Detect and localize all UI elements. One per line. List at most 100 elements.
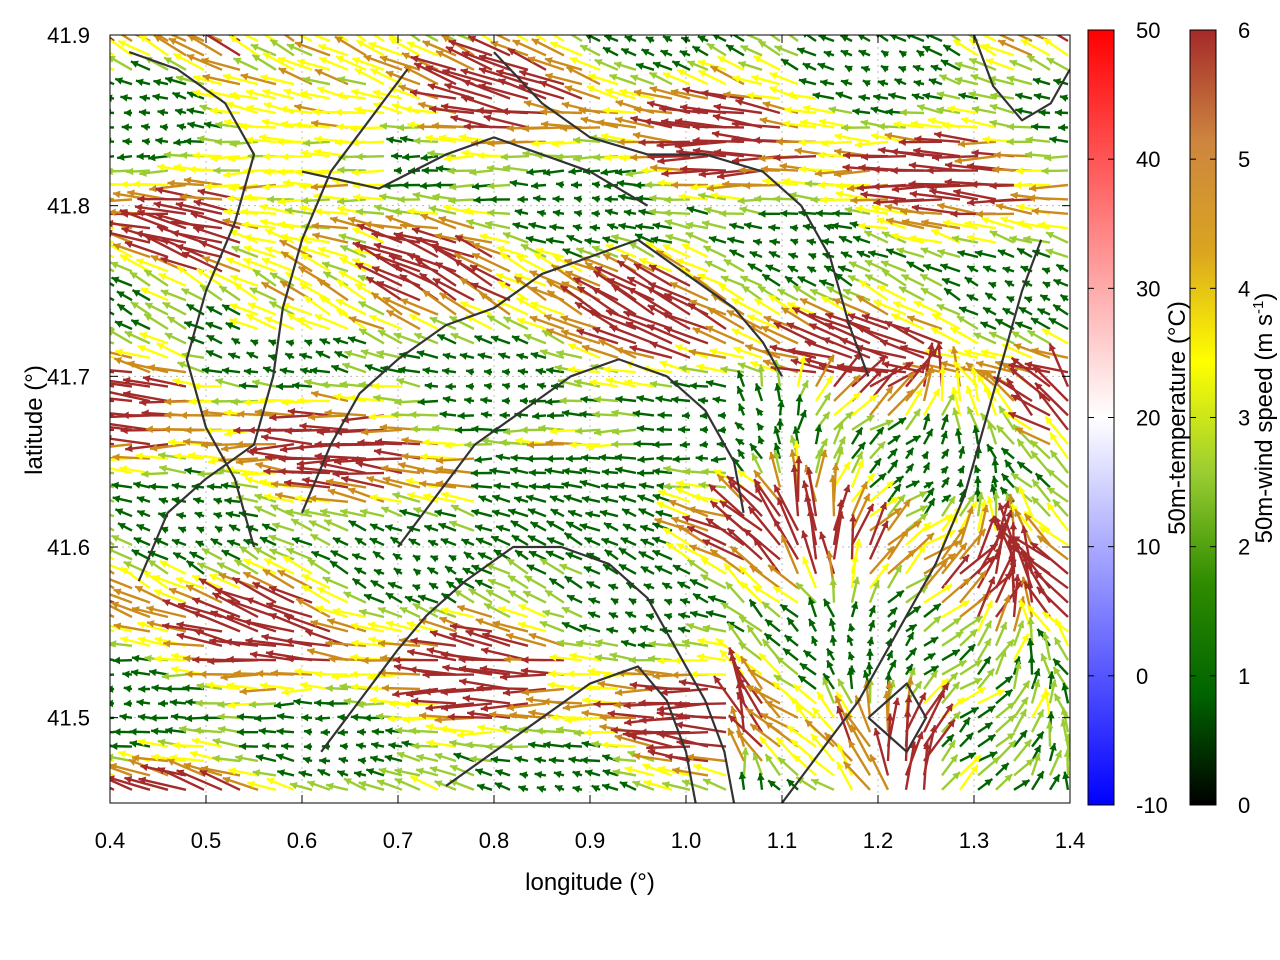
wind-vector-head [705,610,714,618]
wind-vector-head [392,690,400,698]
wind-vector-head [588,597,597,605]
wind-vector-head [829,578,838,586]
wind-vector-head [167,23,175,30]
wind-vector-head [246,314,255,322]
wind-vector [110,310,115,316]
wind-vector-head [710,192,719,200]
wind-vector [231,576,277,604]
wind-vector-head [954,24,962,31]
wind-vector-head [980,321,989,329]
wind-vector-head [285,508,294,517]
wind-vector-head [244,193,252,202]
wind-vector-head [171,652,179,661]
wind-vector-head [743,222,752,230]
wind-vector-head [266,195,274,204]
wind-vector [110,222,151,230]
wind-vector-head [162,622,170,631]
wind-vector-head [339,682,347,691]
wind-vector [713,104,763,115]
wind-vector-head [141,137,150,146]
wind-vector-head [648,282,657,290]
wind-vector-head [1018,307,1027,315]
wind-vector-head [496,69,505,77]
wind-vector-head [322,261,330,269]
wind-vector-head [969,57,978,66]
wind-vector-head [893,120,901,129]
wind-vector-head [526,564,535,572]
wind-vector-head [786,91,794,99]
wind-vector-head [789,224,798,232]
wind-vector-head [158,497,167,505]
wind-vector [393,232,439,259]
wind-vector-head [601,468,610,476]
wind-vector-head [681,243,690,251]
wind-vector-head [644,181,652,189]
wind-vector-head [1015,321,1024,329]
wind-vector-head [629,344,638,353]
wind-vector-head [630,74,639,82]
wind-vector-head [696,653,705,661]
wind-vector-head [418,594,426,602]
wind-vector-head [802,63,811,70]
wind-vector-head [999,622,1007,631]
wind-vector-head [908,667,916,676]
wind-vector-head [300,367,308,375]
wind-vector-head [94,587,102,594]
wind-vector-head [758,26,766,33]
wind-vector [1007,363,1051,374]
wind-vector-head [537,209,545,218]
wind-vector-head [732,75,741,83]
wind-vector-head [283,88,292,96]
wind-vector-head [402,153,410,161]
wind-vector-head [520,426,528,434]
wind-vector-head [1024,581,1032,590]
wind-vector-head [544,57,553,65]
wind-vector-head [885,650,893,659]
wind-vector-head [926,533,934,541]
wind-vector-head [342,362,351,370]
wind-vector-head [1000,216,1009,224]
wind-vector-head [152,93,161,101]
wind-vector-head [763,359,771,367]
wind-vector-head [762,177,770,186]
wind-vector-head [683,467,691,476]
wind-vector-head [981,216,990,225]
wind-vector-head [193,225,202,234]
wind-vector-head [503,427,511,436]
wind-vector-head [575,302,584,310]
wind-vector-head [936,106,945,114]
wind-vector [443,35,457,43]
wind-vector-head [171,229,180,238]
wind-vector-head [335,91,344,100]
wind-vector-head [880,339,889,347]
wind-vector-head [620,254,629,262]
wind-vector-head [639,257,647,266]
wind-vector-head [704,260,713,268]
wind-vector-head [150,255,159,263]
wind-vector-head [975,210,983,218]
wind-vector-head [898,138,906,146]
wind-vector-head [605,88,614,96]
wind-vector-head [221,366,230,375]
wind-vector-head [545,439,553,447]
wind-vector-head [671,671,679,679]
wind-vector [908,182,961,187]
wind-vector-head [262,88,271,97]
wind-vector-head [736,386,744,395]
wind-vector-head [520,244,529,252]
wind-vector-head [121,567,130,575]
wind-vector [134,205,187,215]
wind-vector-head [967,198,975,207]
wind-vector-head [662,582,671,590]
wind-vector-head [954,61,963,69]
wind-vector-head [547,681,555,690]
wind-vector-head [768,452,777,460]
wind-vector [265,602,313,619]
wind-vector-head [210,154,218,162]
wind-vector [110,183,115,187]
wind-vector-head [935,342,943,350]
wind-vector-head [964,348,972,357]
wind-vector-head [854,538,862,547]
wind-vector-head [566,521,575,529]
wind-vector-head [202,73,211,82]
